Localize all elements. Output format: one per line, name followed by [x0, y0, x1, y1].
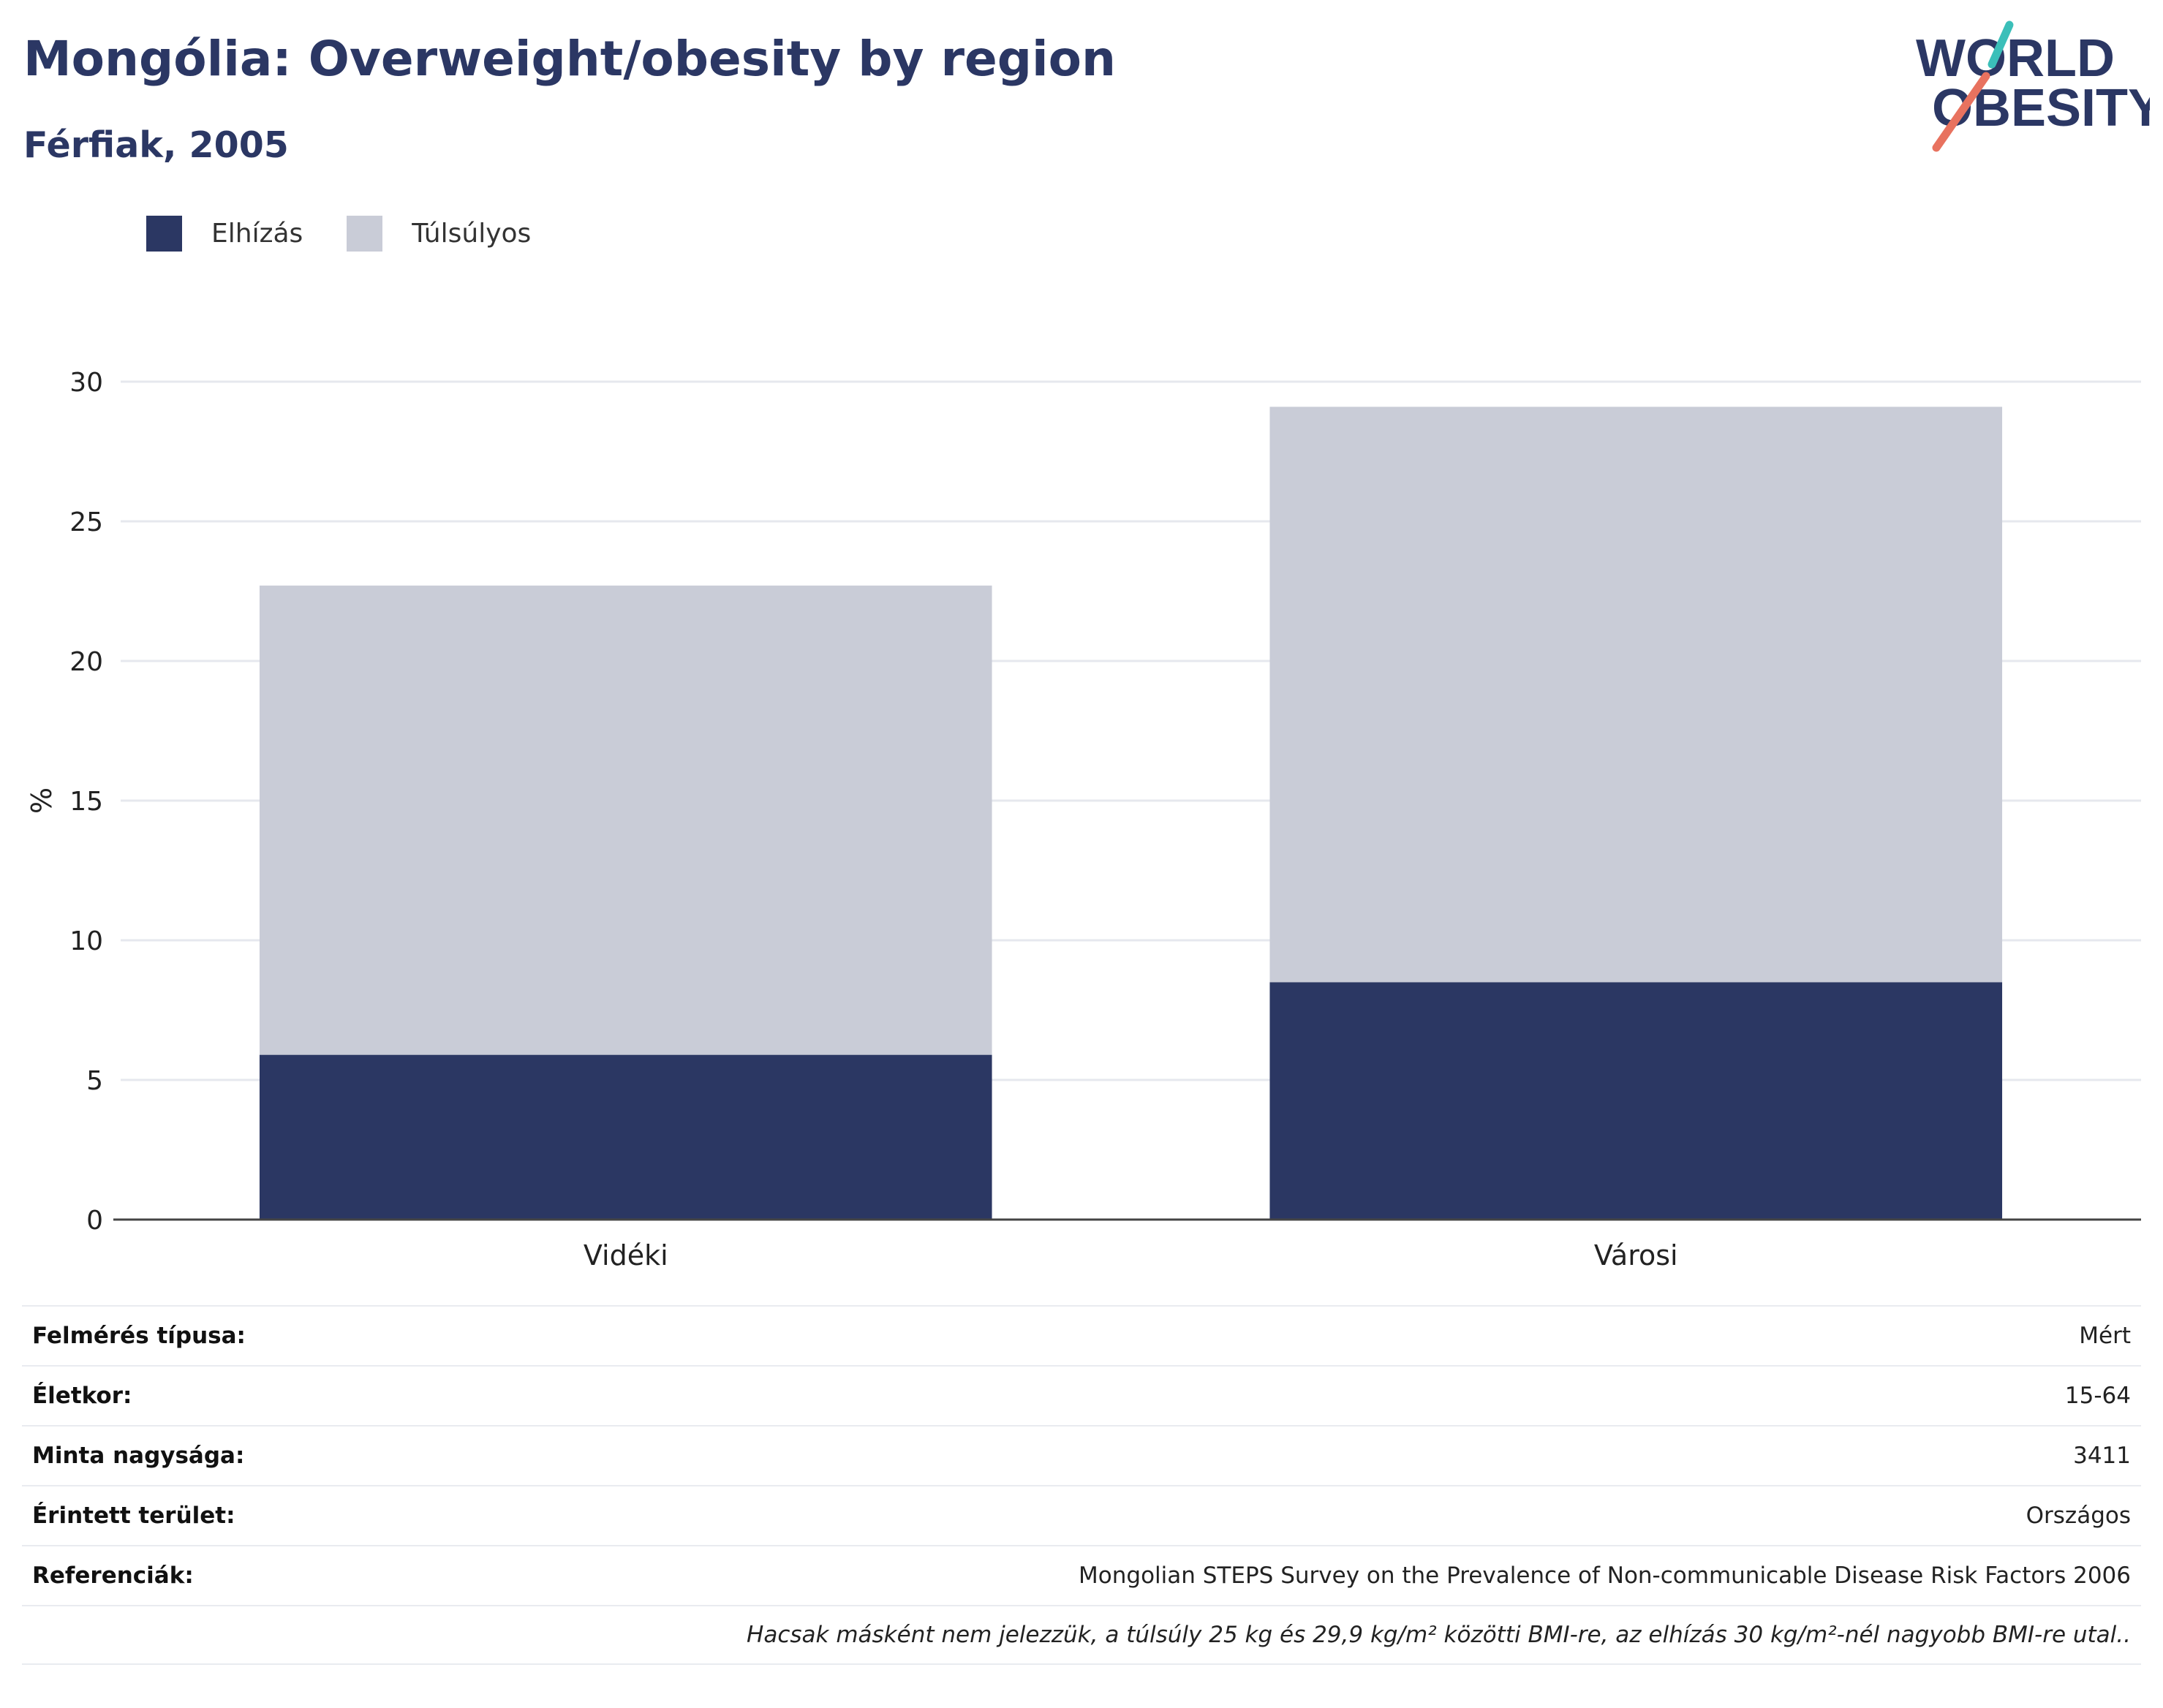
meta-value: 3411 [2073, 1443, 2131, 1469]
meta-value[interactable]: Mongolian STEPS Survey on the Prevalence… [1079, 1562, 2131, 1589]
meta-label: Referenciák: [32, 1562, 194, 1589]
logo-slash-teal [1988, 20, 2014, 69]
meta-row-note: Hacsak másként nem jelezzük, a túlsúly 2… [22, 1605, 2141, 1665]
meta-label: Érintett terület: [32, 1503, 235, 1529]
bar-overweight-0[interactable] [259, 585, 992, 1055]
meta-row-survey-type: Felmérés típusa: Mért [22, 1305, 2141, 1365]
legend-item-overweight[interactable]: Túlsúlyos [347, 216, 531, 252]
y-tick-label: 5 [86, 1066, 103, 1096]
chart-title: Mongólia: Overweight/obesity by region [23, 31, 1116, 87]
meta-row-sample-size: Minta nagysága: 3411 [22, 1425, 2141, 1485]
logo-slash-coral [1932, 72, 1990, 152]
bar-obesity-0[interactable] [259, 1054, 992, 1220]
chart-subtitle: Férfiak, 2005 [23, 124, 289, 166]
stacked-bar-chart: 0 5 10 15 20 25 30% Vidéki Városi [26, 368, 2141, 1271]
legend-swatch-obesity [146, 216, 182, 252]
x-tick-label: Vidéki [584, 1239, 668, 1271]
x-tick-label: Városi [1594, 1239, 1678, 1271]
y-tick-label: 10 [69, 926, 103, 956]
y-tick-label: 20 [69, 647, 103, 677]
meta-note: Hacsak másként nem jelezzük, a túlsúly 2… [747, 1622, 2131, 1648]
survey-details-table: Felmérés típusa: Mért Életkor: 15-64 Min… [22, 1305, 2141, 1665]
legend-label-overweight: Túlsúlyos [412, 219, 532, 249]
logo-text-world: WORLD [1916, 29, 2115, 88]
chart-legend: Elhízás Túlsúlyos [146, 216, 575, 252]
y-tick-label: 25 [69, 507, 103, 537]
y-tick-label: 15 [69, 787, 103, 817]
meta-row-age: Életkor: 15-64 [22, 1365, 2141, 1425]
legend-item-obesity[interactable]: Elhízás [146, 216, 303, 252]
y-axis-label: % [26, 787, 58, 814]
meta-value: 15-64 [2064, 1383, 2131, 1409]
bar-obesity-1[interactable] [1269, 982, 2003, 1220]
meta-value: Országos [2026, 1503, 2131, 1529]
meta-row-area: Érintett terület: Országos [22, 1485, 2141, 1545]
meta-label: Felmérés típusa: [32, 1323, 246, 1349]
y-tick-label: 0 [86, 1206, 103, 1236]
bar-overweight-1[interactable] [1269, 407, 2003, 983]
legend-label-obesity: Elhízás [211, 219, 303, 249]
meta-label: Életkor: [32, 1383, 132, 1409]
y-tick-label: 30 [69, 368, 103, 398]
world-obesity-logo: WORLD OBESITY [1916, 20, 2150, 152]
meta-value: Mért [2079, 1323, 2131, 1349]
legend-swatch-overweight [347, 216, 383, 252]
meta-label: Minta nagysága: [32, 1443, 245, 1469]
meta-row-references: Referenciák: Mongolian STEPS Survey on t… [22, 1545, 2141, 1605]
